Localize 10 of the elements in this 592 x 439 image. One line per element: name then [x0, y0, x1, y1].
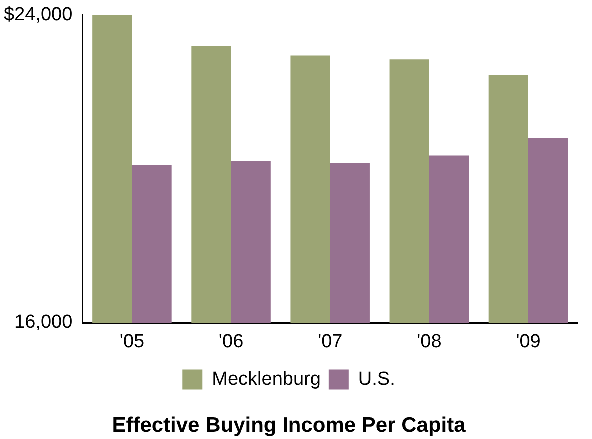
y-tick-label: $24,000 [4, 4, 73, 26]
y-tick-label: 16,000 [14, 312, 73, 334]
x-tick-label: '07 [318, 332, 343, 353]
text: Effective Buying Income Per Capita [112, 414, 466, 438]
legend-label: U.S. [358, 369, 396, 390]
x-tick-label: '05 [120, 332, 145, 353]
legend-label: Mecklenburg [212, 369, 321, 390]
x-tick-label: '09 [516, 332, 541, 353]
x-tick-label: '06 [218, 332, 244, 353]
x-tick-label: '08 [417, 332, 442, 353]
